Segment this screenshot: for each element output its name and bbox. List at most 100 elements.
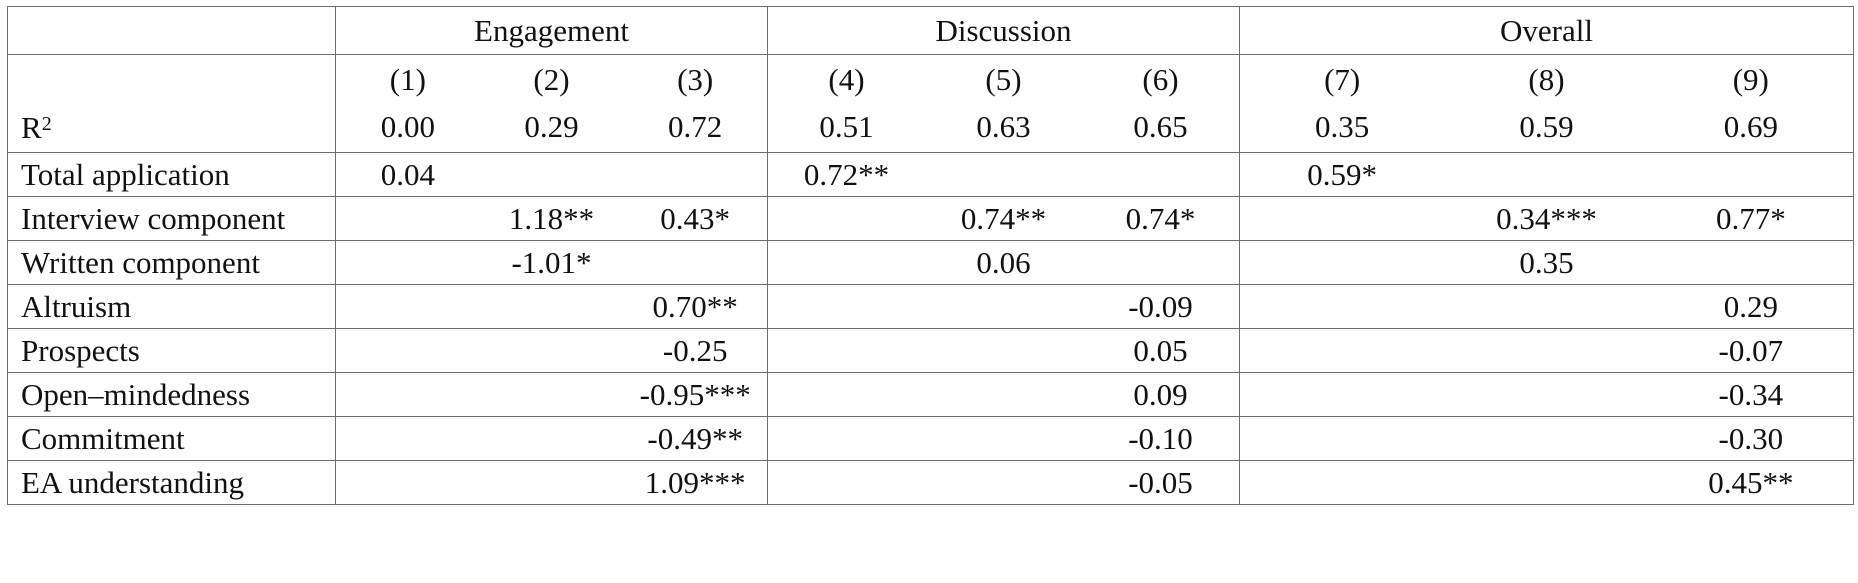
overall-cell-group: -0.30 xyxy=(1239,416,1854,461)
coefficient-cell: -0.09 xyxy=(1128,288,1193,324)
coefficient-cell: 0.72** xyxy=(803,156,890,192)
discussion-cell-group: 0.06 xyxy=(767,240,1240,285)
column-number: (3) xyxy=(677,62,714,97)
column-number: (2) xyxy=(533,62,570,97)
coefficient-cell: -0.30 xyxy=(1718,420,1784,456)
r2-value: 0.72 xyxy=(668,109,723,144)
overall-cell-group: -0.34 xyxy=(1239,372,1854,417)
engagement-cell-group: 0.70** xyxy=(335,284,768,329)
r2-value: 0.69 xyxy=(1723,109,1778,144)
coefficient-cell: 0.09 xyxy=(1133,376,1188,412)
engagement-cell-group: -0.49** xyxy=(335,416,768,461)
engagement-cell-group: -0.25 xyxy=(335,328,768,373)
r2-value: 0.35 xyxy=(1315,109,1370,144)
coefficient-cell: -0.05 xyxy=(1128,464,1193,500)
discussion-cell-group: 0.09 xyxy=(767,372,1240,417)
engagement-header-block: (1) (2) (3) 0.00 0.29 0.72 xyxy=(335,54,768,153)
row-label: Altruism xyxy=(7,284,336,329)
table-row: Interview component 1.18** 0.43* 0.74** 0.74… xyxy=(7,196,1854,241)
discussion-cell-group: 0.05 xyxy=(767,328,1240,373)
overall-cell-group: 0.29 xyxy=(1239,284,1854,329)
row-label: Interview component xyxy=(7,196,336,241)
overall-cell-group: 0.45** xyxy=(1239,460,1854,505)
discussion-header-block: (4) (5) (6) 0.51 0.63 0.65 xyxy=(767,54,1240,153)
coefficient-cell: 0.70** xyxy=(652,288,738,324)
discussion-cell-group: -0.10 xyxy=(767,416,1240,461)
coefficient-cell: 0.74** xyxy=(960,200,1047,236)
row-label: EA understanding xyxy=(7,460,336,505)
discussion-cell-group: 0.74** 0.74* xyxy=(767,196,1240,241)
overall-cell-group: 0.34*** 0.77* xyxy=(1239,196,1854,241)
coefficient-cell: 0.35 xyxy=(1519,244,1574,280)
coefficient-cell: 0.74* xyxy=(1125,200,1196,236)
column-number: (5) xyxy=(985,62,1022,97)
table-row: Commitment -0.49** -0.10 -0.30 xyxy=(7,416,1854,461)
engagement-cell-group: 1.18** 0.43* xyxy=(335,196,768,241)
row-label: Open–mindedness xyxy=(7,372,336,417)
table-body: Total application 0.04 0.72** 0.59* Intervie… xyxy=(7,152,1854,505)
engagement-cell-group: -1.01* xyxy=(335,240,768,285)
coefficient-cell: 0.45** xyxy=(1708,464,1794,500)
column-number: (1) xyxy=(389,62,426,97)
table-row: Open–mindedness -0.95*** 0.09 -0.34 xyxy=(7,372,1854,417)
row-label: Written component xyxy=(7,240,336,285)
overall-cell-group: -0.07 xyxy=(1239,328,1854,373)
engagement-cell-group: 1.09*** xyxy=(335,460,768,505)
discussion-cell-group: -0.05 xyxy=(767,460,1240,505)
column-number: (9) xyxy=(1732,62,1769,97)
group-header-discussion: Discussion xyxy=(767,6,1240,55)
coefficient-cell: 0.05 xyxy=(1133,332,1188,368)
r2-superscript: 2 xyxy=(41,112,52,135)
coefficient-cell: 0.59* xyxy=(1307,156,1378,192)
coefficient-cell: -0.49** xyxy=(647,420,743,456)
column-number: (4) xyxy=(828,62,865,97)
r2-value: 0.59 xyxy=(1519,109,1574,144)
corner-cell xyxy=(7,6,336,55)
coefficient-cell: 0.34*** xyxy=(1496,200,1597,236)
coefficient-cell: -0.95*** xyxy=(639,376,751,412)
column-number: (7) xyxy=(1324,62,1361,97)
column-number: (6) xyxy=(1142,62,1179,97)
coefficient-cell: 0.77* xyxy=(1715,200,1786,236)
row-label: Prospects xyxy=(7,328,336,373)
discussion-cell-group: 0.72** xyxy=(767,152,1240,197)
r2-value: 0.65 xyxy=(1133,109,1188,144)
row-label: Commitment xyxy=(7,416,336,461)
r2-label: R xyxy=(21,109,42,145)
coefficient-cell: 0.43* xyxy=(660,200,731,236)
coefficient-cell: 0.06 xyxy=(976,244,1031,280)
coefficient-cell: -1.01* xyxy=(511,244,592,280)
group-header-engagement: Engagement xyxy=(335,6,768,55)
discussion-cell-group: -0.09 xyxy=(767,284,1240,329)
r2-value: 0.00 xyxy=(380,109,435,144)
overall-cell-group: 0.59* xyxy=(1239,152,1854,197)
overall-header-block: (7) (8) (9) 0.35 0.59 0.69 xyxy=(1239,54,1854,153)
row-label: Total application xyxy=(7,152,336,197)
r2-value: 0.29 xyxy=(524,109,579,144)
coefficient-cell: -0.07 xyxy=(1718,332,1784,368)
r2-value: 0.51 xyxy=(819,109,874,144)
coefficient-cell: 1.18** xyxy=(508,200,595,236)
table-row: Prospects -0.25 0.05 -0.07 xyxy=(7,328,1854,373)
table-row: Altruism 0.70** -0.09 0.29 xyxy=(7,284,1854,329)
r2-value: 0.63 xyxy=(976,109,1031,144)
table-row: Total application 0.04 0.72** 0.59* xyxy=(7,152,1854,197)
coefficient-cell: 0.29 xyxy=(1723,288,1778,324)
table-row: EA understanding 1.09*** -0.05 0.45** xyxy=(7,460,1854,505)
group-header-row: Engagement Discussion Overall xyxy=(7,6,1854,55)
engagement-cell-group: 0.04 xyxy=(335,152,768,197)
table-row: Written component -1.01* 0.06 0.35 xyxy=(7,240,1854,285)
coefficient-cell: -0.34 xyxy=(1718,376,1784,412)
overall-cell-group: 0.35 xyxy=(1239,240,1854,285)
coefficient-cell: 1.09*** xyxy=(644,464,746,500)
engagement-cell-group: -0.95*** xyxy=(335,372,768,417)
coefficient-cell: -0.25 xyxy=(662,332,728,368)
coefficient-cell: -0.10 xyxy=(1128,420,1193,456)
column-number: (8) xyxy=(1528,62,1565,97)
group-header-overall: Overall xyxy=(1239,6,1854,55)
coefficient-cell: 0.04 xyxy=(380,156,435,192)
